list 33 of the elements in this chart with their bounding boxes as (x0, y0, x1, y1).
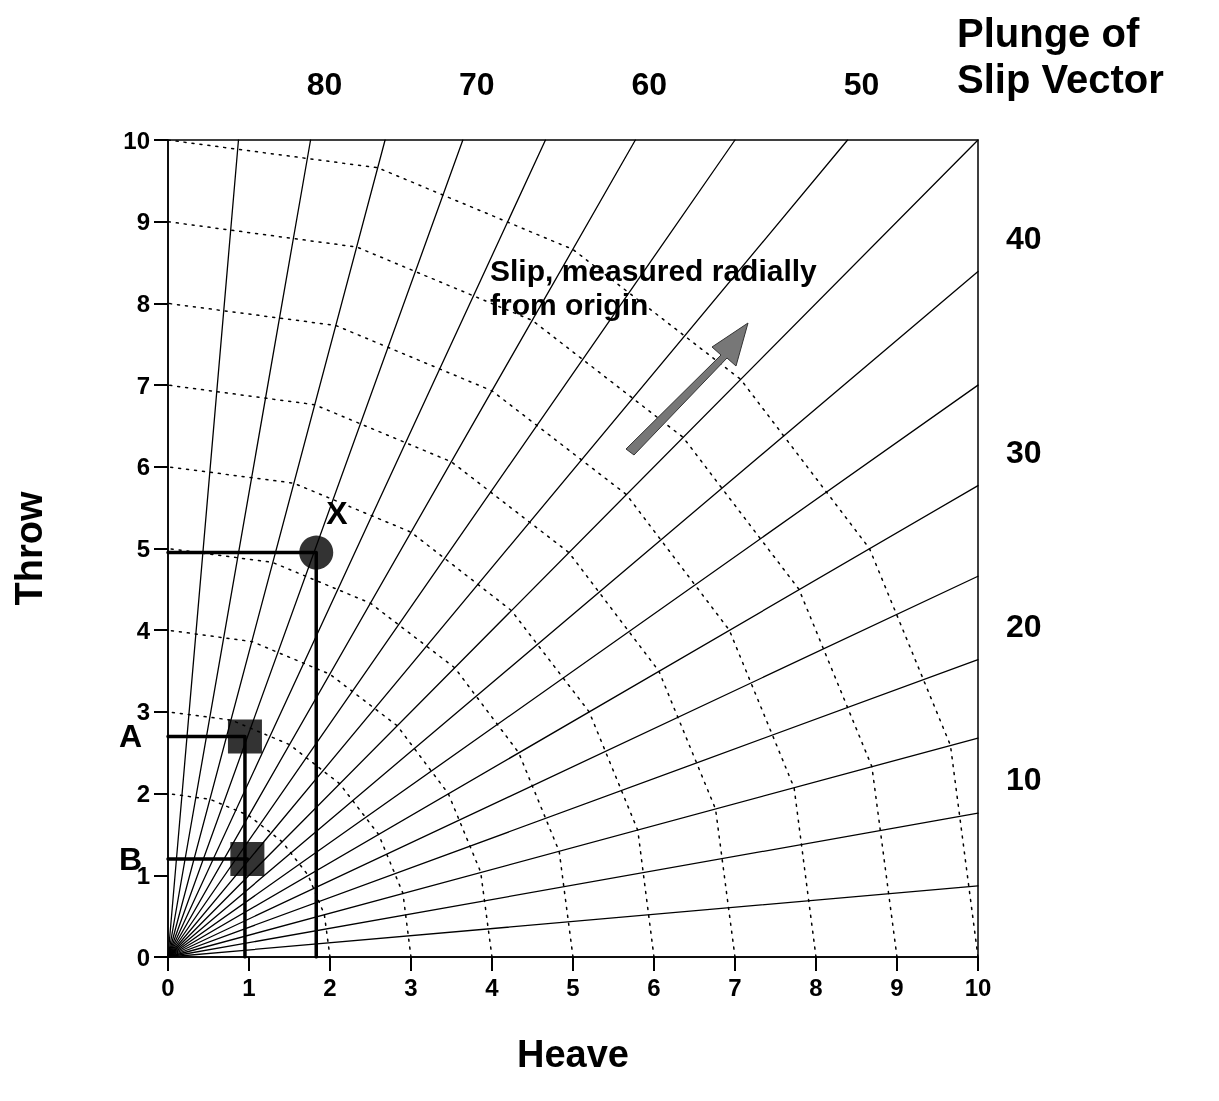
annotation: 40 (1006, 219, 1042, 256)
x-tick-label: 4 (485, 973, 500, 1001)
y-tick-label: 4 (136, 616, 151, 644)
y-tick-label: 8 (136, 289, 150, 317)
x-tick-label: 3 (404, 973, 418, 1001)
y-tick-label: 0 (136, 943, 150, 971)
y-tick-label: 3 (136, 698, 150, 726)
y-tick-label: 7 (136, 371, 150, 399)
y-tick-label: 2 (136, 780, 150, 808)
annotation: 30 (1006, 433, 1042, 470)
x-tick-label: 5 (566, 973, 580, 1001)
y-tick-label: 9 (136, 208, 150, 236)
y-tick-label: 5 (136, 535, 150, 562)
annotation: 50 (843, 66, 880, 102)
x-axis-title: Heave (517, 1033, 629, 1075)
annotation: 20 (1006, 607, 1042, 644)
annotation: X (326, 494, 349, 531)
x-tick-label: 1 (242, 973, 256, 1001)
x-tick-label: 6 (647, 973, 661, 1001)
annotation: 10 (1006, 761, 1042, 798)
annotation: 60 (631, 66, 668, 102)
x-tick-label: 9 (890, 973, 904, 1001)
y-tick-label: 10 (123, 126, 150, 154)
annotation: 80 (306, 66, 343, 102)
x-tick-label: 8 (809, 973, 823, 1001)
text: Plunge of Slip Vector (957, 11, 1164, 101)
x-tick-label: 0 (161, 973, 175, 1001)
annotation: 70 (459, 66, 495, 102)
y-tick-label: 6 (136, 453, 150, 481)
x-tick-label: 2 (323, 973, 337, 1001)
x-tick-label: 7 (728, 973, 742, 1001)
y-axis-title: Throw (8, 491, 50, 606)
x-tick-label: 10 (964, 973, 992, 1001)
